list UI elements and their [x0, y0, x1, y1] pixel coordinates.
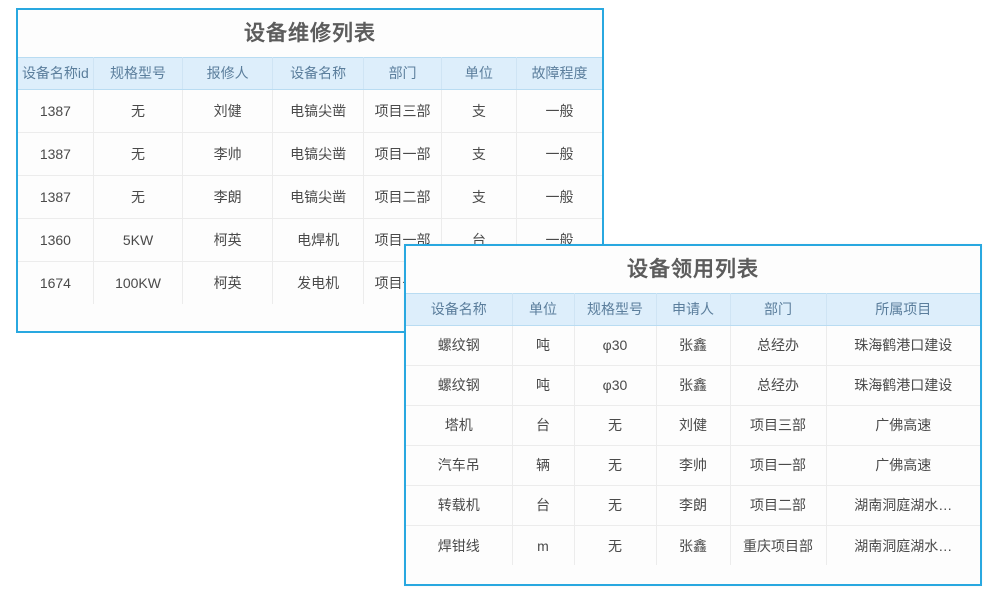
cell-equipment-id: 1674 — [18, 261, 94, 305]
equipment-issue-table: 设备名称 单位 规格型号 申请人 部门 所属项目 螺纹钢 吨 φ30 张鑫 总经… — [406, 293, 980, 566]
table-header: 设备名称 单位 规格型号 申请人 部门 所属项目 — [406, 293, 980, 326]
cell-project: 广佛高速 — [826, 405, 980, 446]
cell-unit: 台 — [512, 485, 575, 526]
panel-title: 设备领用列表 — [406, 246, 980, 293]
cell-spec-model: 无 — [93, 89, 184, 133]
cell-department: 总经办 — [730, 365, 827, 406]
column-header-equipment-name[interactable]: 设备名称 — [272, 57, 365, 90]
cell-equipment-name[interactable]: 电镐尖凿 — [272, 89, 365, 133]
cell-equipment-id: 1387 — [18, 89, 94, 133]
cell-project: 湖南洞庭湖水… — [826, 485, 980, 526]
cell-spec-model: 无 — [574, 525, 657, 566]
cell-applicant[interactable]: 张鑫 — [656, 325, 731, 366]
cell-equipment-id: 1360 — [18, 218, 94, 262]
cell-unit: 辆 — [512, 445, 575, 486]
column-header-project[interactable]: 所属项目 — [826, 293, 980, 326]
table-body: 螺纹钢 吨 φ30 张鑫 总经办 珠海鹤港口建设 螺纹钢 吨 φ30 张鑫 总经… — [406, 325, 980, 566]
cell-unit: 台 — [512, 405, 575, 446]
header-row: 设备名称id 规格型号 报修人 设备名称 部门 单位 故障程度 — [18, 57, 602, 90]
table-row[interactable]: 焊钳线 m 无 张鑫 重庆项目部 湖南洞庭湖水… — [406, 525, 980, 566]
column-header-spec-model[interactable]: 规格型号 — [574, 293, 657, 326]
cell-unit: 支 — [441, 175, 518, 219]
cell-unit: m — [512, 525, 575, 566]
cell-fault-level: 一般 — [516, 89, 602, 133]
column-header-department[interactable]: 部门 — [363, 57, 442, 90]
cell-applicant[interactable]: 刘健 — [656, 405, 731, 446]
table-row[interactable]: 1387 无 李帅 电镐尖凿 项目一部 支 一般 — [18, 132, 602, 176]
cell-reporter[interactable]: 柯英 — [182, 218, 273, 262]
cell-applicant[interactable]: 李朗 — [656, 485, 731, 526]
cell-reporter[interactable]: 刘健 — [182, 89, 273, 133]
cell-reporter[interactable]: 李帅 — [182, 132, 273, 176]
cell-equipment-id: 1387 — [18, 132, 94, 176]
column-header-spec-model[interactable]: 规格型号 — [93, 57, 184, 90]
table-row[interactable]: 螺纹钢 吨 φ30 张鑫 总经办 珠海鹤港口建设 — [406, 365, 980, 406]
header-row: 设备名称 单位 规格型号 申请人 部门 所属项目 — [406, 293, 980, 326]
cell-spec-model: 无 — [574, 485, 657, 526]
cell-applicant[interactable]: 张鑫 — [656, 525, 731, 566]
cell-project: 广佛高速 — [826, 445, 980, 486]
equipment-repair-list-panel: 设备维修列表 设备名称id 规格型号 报修人 设备名称 部门 单位 故障程度 1… — [16, 8, 604, 333]
table-header: 设备名称id 规格型号 报修人 设备名称 部门 单位 故障程度 — [18, 57, 602, 90]
cell-reporter[interactable]: 柯英 — [182, 261, 273, 305]
cell-fault-level: 一般 — [516, 132, 602, 176]
cell-equipment-name[interactable]: 塔机 — [406, 405, 513, 446]
column-header-applicant[interactable]: 申请人 — [656, 293, 731, 326]
panel-title: 设备维修列表 — [18, 10, 602, 57]
column-header-equipment-id[interactable]: 设备名称id — [18, 57, 94, 90]
table-row[interactable]: 汽车吊 辆 无 李帅 项目一部 广佛高速 — [406, 445, 980, 486]
table-row[interactable]: 转载机 台 无 李朗 项目二部 湖南洞庭湖水… — [406, 485, 980, 526]
cell-spec-model: 无 — [574, 405, 657, 446]
cell-equipment-name[interactable]: 电焊机 — [272, 218, 365, 262]
cell-spec-model: φ30 — [574, 325, 657, 366]
column-header-equipment-name[interactable]: 设备名称 — [406, 293, 513, 326]
table-body: 1387 无 刘健 电镐尖凿 项目三部 支 一般 1387 无 李帅 电镐尖凿 … — [18, 89, 602, 305]
cell-spec-model: 100KW — [93, 261, 184, 305]
cell-department: 项目二部 — [730, 485, 827, 526]
equipment-issue-list-panel: 设备领用列表 设备名称 单位 规格型号 申请人 部门 所属项目 螺纹钢 吨 φ3… — [404, 244, 982, 586]
cell-department: 项目三部 — [730, 405, 827, 446]
cell-department: 项目一部 — [730, 445, 827, 486]
cell-spec-model: 5KW — [93, 218, 184, 262]
cell-department: 项目二部 — [363, 175, 442, 219]
cell-fault-level: 一般 — [516, 175, 602, 219]
table-row[interactable]: 塔机 台 无 刘健 项目三部 广佛高速 — [406, 405, 980, 446]
cell-equipment-name[interactable]: 电镐尖凿 — [272, 175, 365, 219]
cell-equipment-name[interactable]: 电镐尖凿 — [272, 132, 365, 176]
cell-department: 重庆项目部 — [730, 525, 827, 566]
cell-project: 珠海鹤港口建设 — [826, 325, 980, 366]
cell-project: 湖南洞庭湖水… — [854, 537, 953, 554]
cell-unit: 支 — [441, 89, 518, 133]
column-header-unit[interactable]: 单位 — [512, 293, 575, 326]
cell-equipment-name[interactable]: 螺纹钢 — [406, 325, 513, 366]
cell-project: 珠海鹤港口建设 — [826, 365, 980, 406]
cell-applicant[interactable]: 李帅 — [656, 445, 731, 486]
cell-spec-model: 无 — [574, 445, 657, 486]
cell-unit: 吨 — [512, 325, 575, 366]
cell-department: 项目一部 — [363, 132, 442, 176]
column-header-reporter[interactable]: 报修人 — [182, 57, 273, 90]
cell-department: 总经办 — [730, 325, 827, 366]
equipment-repair-table: 设备名称id 规格型号 报修人 设备名称 部门 单位 故障程度 1387 无 刘… — [18, 57, 602, 305]
cell-equipment-name[interactable]: 焊钳线 — [406, 525, 513, 566]
cell-spec-model: φ30 — [574, 365, 657, 406]
table-row[interactable]: 1387 无 李朗 电镐尖凿 项目二部 支 一般 — [18, 175, 602, 219]
cell-equipment-name[interactable]: 螺纹钢 — [406, 365, 513, 406]
column-header-fault-level[interactable]: 故障程度 — [516, 57, 602, 90]
table-row[interactable]: 1387 无 刘健 电镐尖凿 项目三部 支 一般 — [18, 89, 602, 133]
cell-department: 项目三部 — [363, 89, 442, 133]
cell-equipment-name[interactable]: 汽车吊 — [406, 445, 513, 486]
column-header-unit[interactable]: 单位 — [441, 57, 518, 90]
cell-unit: 支 — [441, 132, 518, 176]
cell-spec-model: 无 — [93, 175, 184, 219]
cell-equipment-id: 1387 — [18, 175, 94, 219]
cell-reporter[interactable]: 李朗 — [182, 175, 273, 219]
cell-spec-model: 无 — [93, 132, 184, 176]
cell-equipment-name[interactable]: 转载机 — [406, 485, 513, 526]
table-row[interactable]: 螺纹钢 吨 φ30 张鑫 总经办 珠海鹤港口建设 — [406, 325, 980, 366]
cell-equipment-name[interactable]: 发电机 — [272, 261, 365, 305]
cell-unit: 吨 — [512, 365, 575, 406]
column-header-department[interactable]: 部门 — [730, 293, 827, 326]
cell-applicant[interactable]: 张鑫 — [656, 365, 731, 406]
